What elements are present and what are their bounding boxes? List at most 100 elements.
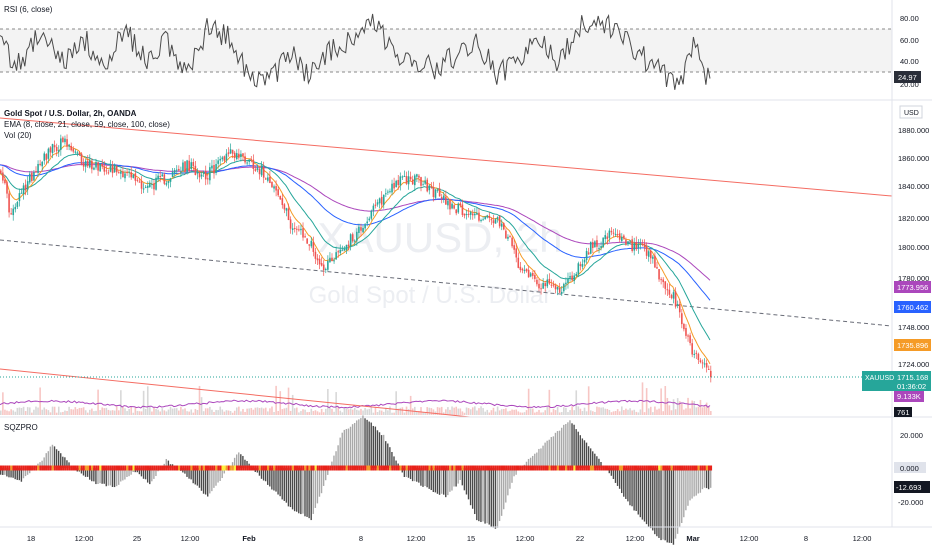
sqz-dot xyxy=(231,465,234,471)
candle-body xyxy=(560,291,563,294)
candle-body xyxy=(223,156,226,161)
sqz-bar xyxy=(376,430,379,468)
time-tick: 15 xyxy=(467,534,475,543)
ema59-label: 1760.462 xyxy=(897,303,928,312)
sqz-dot xyxy=(78,465,81,471)
sqz-dot xyxy=(598,465,601,471)
sqz-bar xyxy=(126,468,128,477)
sqz-dot xyxy=(521,465,524,471)
sqz-bar xyxy=(49,446,52,468)
candle-body xyxy=(614,233,617,235)
volume-bar xyxy=(469,409,472,415)
sqz-bar xyxy=(198,468,201,488)
sqz-dot xyxy=(422,465,425,471)
candle-body xyxy=(629,240,631,242)
volume-bar xyxy=(486,409,489,415)
volume-bar xyxy=(122,406,124,415)
sqz-dot xyxy=(264,465,268,471)
volume-bar xyxy=(633,409,636,415)
sqz-bar xyxy=(47,451,50,468)
candle-body xyxy=(565,282,567,285)
sqz-bar xyxy=(612,468,615,480)
volume-bar xyxy=(492,407,495,415)
volume-bar xyxy=(370,407,373,415)
rsi-pane[interactable]: RSI (6, close) xyxy=(0,5,892,90)
candle-body xyxy=(70,145,72,151)
candle-body xyxy=(39,163,41,165)
sqz-dot xyxy=(2,465,5,471)
candle-body xyxy=(347,244,350,247)
sqz-bar xyxy=(202,468,205,494)
sqz-dots xyxy=(0,465,713,471)
trendline-upper-resistance[interactable] xyxy=(0,117,893,197)
price-pane[interactable]: XAUUSD, 2h Gold Spot / U.S. Dollar Gold … xyxy=(0,109,893,418)
sqz-dot xyxy=(0,465,3,471)
candle-body xyxy=(476,212,478,215)
candle-body xyxy=(80,153,83,165)
volume-bar xyxy=(155,409,157,415)
candle-body xyxy=(594,241,596,248)
sqzpro-pane[interactable]: SQZPRO xyxy=(0,415,713,545)
volume-bar xyxy=(192,412,195,415)
candle-body xyxy=(643,243,646,248)
sqz-bar xyxy=(60,453,62,468)
candle-body xyxy=(279,195,282,200)
candle-body xyxy=(155,177,157,190)
price-tick: 1880.000 xyxy=(898,126,929,135)
volume-bar xyxy=(175,408,178,415)
sqz-dot xyxy=(252,465,255,471)
sqz-bar xyxy=(89,468,91,480)
sqz-bar xyxy=(534,453,536,468)
candle-body xyxy=(10,213,12,215)
volume-bar xyxy=(430,408,433,415)
sqz-bar xyxy=(219,468,221,481)
time-axis[interactable]: 18 12:00 25 12:00 Feb 8 12:00 15 12:00 2… xyxy=(27,534,872,543)
volume-bar xyxy=(368,408,371,415)
sqz-dot xyxy=(153,465,156,471)
candle-body xyxy=(372,205,375,211)
candle-body xyxy=(592,242,594,248)
volume-bar xyxy=(318,412,321,415)
sqz-bar xyxy=(453,468,455,487)
price-tick: 1780.000 xyxy=(898,274,929,283)
price-axis[interactable]: 80.00 60.00 40.00 20.00 24.97 USD 1880.0… xyxy=(862,0,931,527)
sqz-dot xyxy=(91,465,94,471)
volume-bar xyxy=(618,411,621,415)
sqz-dot xyxy=(581,465,584,471)
volume-bar xyxy=(569,410,571,415)
sqz-bar xyxy=(53,446,56,468)
sqz-dot xyxy=(277,465,280,471)
volume-bar xyxy=(488,412,491,415)
sqz-bar xyxy=(652,468,654,531)
sqz-dot xyxy=(414,465,417,471)
candle-body xyxy=(109,165,112,172)
sqz-bar xyxy=(482,468,484,522)
sqz-dot xyxy=(207,465,210,471)
sqz-bar xyxy=(244,459,246,468)
candle-body xyxy=(364,224,366,229)
sqz-bar xyxy=(678,468,681,528)
sqz-bar xyxy=(683,468,685,518)
volume-bar xyxy=(277,410,279,415)
sqz-dot xyxy=(385,465,388,471)
volume-bar xyxy=(296,407,298,415)
volume-bar xyxy=(308,412,311,415)
candle-body xyxy=(621,236,623,242)
candle-body xyxy=(440,196,443,199)
candle-body xyxy=(194,165,197,176)
sqz-dot xyxy=(233,465,236,471)
price-symbol-label: XAUUSD xyxy=(865,375,894,382)
sqz-dot xyxy=(378,465,381,471)
trendline-middle-channel[interactable] xyxy=(0,239,893,327)
sqz-bar xyxy=(430,468,432,491)
candle-body xyxy=(113,165,116,173)
volume-bar xyxy=(496,406,499,415)
volume-bar xyxy=(55,412,58,415)
sqz-dot xyxy=(608,465,611,471)
volume-bar xyxy=(37,407,39,415)
sqz-dot xyxy=(14,465,17,471)
volume-bar xyxy=(70,409,72,415)
volume-bar xyxy=(668,405,671,415)
sqz-bar xyxy=(151,468,153,482)
